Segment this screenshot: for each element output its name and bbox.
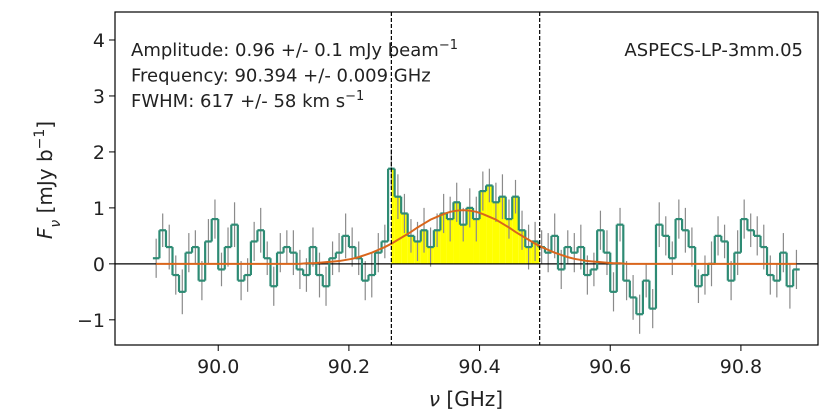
x-axis-label: ν [GHz] bbox=[429, 387, 503, 411]
line-fill bbox=[466, 207, 474, 264]
annotation-text: Frequency: 90.394 +/- 0.009 GHz bbox=[131, 66, 431, 87]
annotation-text: FWHM: 617 +/- 58 km s bbox=[131, 91, 345, 112]
line-fill bbox=[401, 213, 408, 264]
y-tick-label: 4 bbox=[93, 30, 105, 52]
y-label-unit: [mJy b bbox=[33, 149, 57, 219]
y-label-symbol: F bbox=[33, 227, 57, 239]
source-label: ASPECS-LP-3mm.05 bbox=[624, 40, 803, 61]
line-fill bbox=[453, 202, 460, 264]
x-label-unit: [GHz] bbox=[440, 387, 503, 411]
annotation: FWHM: 617 +/- 58 km s−1 bbox=[131, 89, 364, 113]
y-label-end: ] bbox=[33, 121, 57, 129]
x-tick-label: 90.8 bbox=[720, 356, 762, 378]
y-tick-label: 2 bbox=[93, 142, 105, 164]
y-axis-label: Fν [mJy b−1] bbox=[32, 121, 64, 239]
x-tick-label: 90.4 bbox=[458, 356, 500, 378]
line-fill bbox=[512, 196, 519, 264]
y-tick-label: 3 bbox=[93, 86, 105, 108]
line-fill bbox=[479, 191, 487, 264]
annotation: Frequency: 90.394 +/- 0.009 GHz bbox=[131, 66, 431, 87]
y-tick-label: 1 bbox=[93, 198, 105, 220]
annotation-text: Amplitude: 0.96 +/- 0.1 mJy beam bbox=[131, 40, 439, 61]
line-fill bbox=[538, 247, 540, 264]
annotation-sup: −1 bbox=[439, 38, 458, 53]
x-tick-label: 90.6 bbox=[589, 356, 631, 378]
line-fill bbox=[459, 224, 467, 264]
y-tick-label: −1 bbox=[77, 310, 105, 332]
line-fill bbox=[440, 213, 447, 264]
annotation: Amplitude: 0.96 +/- 0.1 mJy beam−1 bbox=[131, 38, 458, 62]
line-fill bbox=[394, 196, 402, 264]
line-fill bbox=[492, 202, 500, 264]
line-fill bbox=[505, 219, 513, 264]
line-fill bbox=[486, 185, 493, 264]
x-tick-label: 90.0 bbox=[197, 356, 239, 378]
y-label-sup: −1 bbox=[32, 129, 48, 150]
annotation-sup: −1 bbox=[345, 89, 364, 104]
line-fill bbox=[499, 196, 506, 264]
plot-frame bbox=[114, 11, 819, 346]
y-tick-label: 0 bbox=[93, 254, 105, 276]
x-tick-label: 90.2 bbox=[328, 356, 370, 378]
x-label-symbol: ν bbox=[429, 387, 440, 411]
y-label-sub: ν bbox=[48, 220, 64, 228]
line-fill bbox=[391, 168, 395, 264]
fit-curve bbox=[156, 209, 797, 265]
